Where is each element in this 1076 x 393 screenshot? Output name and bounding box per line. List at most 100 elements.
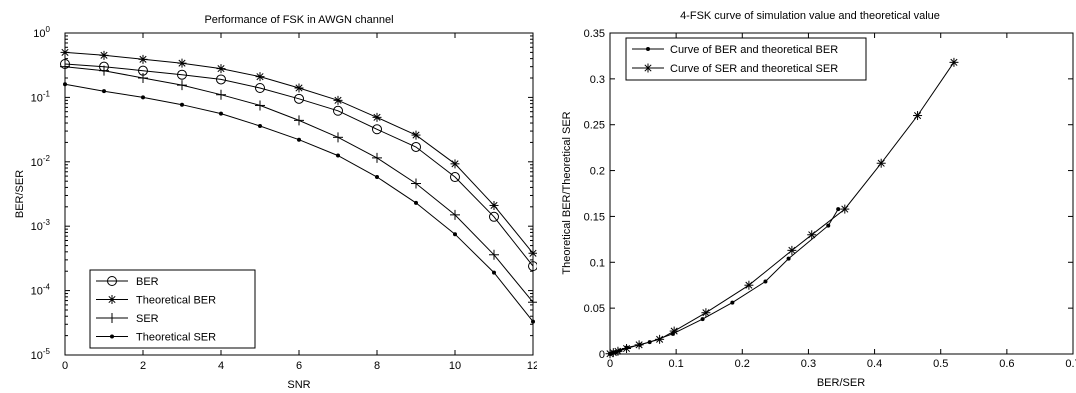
data-point xyxy=(913,111,923,121)
legend-box xyxy=(89,269,256,349)
data-point xyxy=(141,95,145,100)
data-point xyxy=(219,111,223,116)
left-chart-title: Performance of FSK in AWGN channel xyxy=(204,14,393,26)
data-point xyxy=(528,297,538,308)
x-tick-label: 0.7 xyxy=(1065,358,1076,370)
left-series-group xyxy=(60,47,538,324)
series-ber xyxy=(60,59,538,272)
data-point xyxy=(294,115,304,126)
legend-label: SER xyxy=(136,313,159,325)
y-tick-label: 0.05 xyxy=(584,303,605,315)
left-chart: Performance of FSK in AWGN channel 0 2 4 6 8… xyxy=(14,14,539,391)
data-point xyxy=(655,334,665,344)
x-tick-label: 0.6 xyxy=(999,358,1014,370)
right-plot-area xyxy=(609,32,1074,355)
right-x-axis: 0 0.1 0.2 0.3 0.4 0.5 0.6 0.7 xyxy=(607,33,1076,370)
legend-entry: BER xyxy=(96,276,159,288)
data-point xyxy=(634,340,644,350)
data-point xyxy=(60,61,70,72)
y-tick-label: 10-5 xyxy=(31,347,51,362)
data-point xyxy=(255,100,265,111)
data-point xyxy=(744,280,754,290)
legend-entry: Curve of BER and theoretical BER xyxy=(632,44,838,56)
data-point xyxy=(489,249,499,260)
right-chart-title: 4-FSK curve of simulation value and theo… xyxy=(680,10,940,22)
right-x-axis-label: BER/SER xyxy=(817,377,865,388)
right-chart-panel: 4-FSK curve of simulation value and theo… xyxy=(539,0,1076,389)
y-tick-label: 0.2 xyxy=(590,166,605,178)
right-series-group xyxy=(605,57,959,359)
y-tick-label: 0.1 xyxy=(590,257,605,269)
left-legend: BER Theoretical BER SER Theoretical SER xyxy=(89,269,256,349)
legend-label: Theoretical SER xyxy=(136,332,216,344)
data-point xyxy=(807,230,817,240)
legend-marker xyxy=(107,276,117,286)
left-y-axis: 100 10-1 10-2 10-3 10-4 10-5 xyxy=(31,25,533,362)
data-point xyxy=(177,80,187,91)
data-point xyxy=(492,270,496,275)
right-chart: 4-FSK curve of simulation value and theo… xyxy=(561,10,1076,389)
legend-label: Curve of BER and theoretical BER xyxy=(670,44,838,56)
y-tick-label: 10-2 xyxy=(31,154,51,169)
data-point xyxy=(294,93,304,104)
x-tick-label: 0.2 xyxy=(735,358,750,370)
data-point xyxy=(177,69,187,80)
right-legend: Curve of BER and theoretical BER Curve of… xyxy=(625,37,867,81)
data-point xyxy=(489,211,499,222)
data-point xyxy=(333,95,343,105)
data-point xyxy=(294,83,304,93)
y-tick-label: 10-1 xyxy=(31,89,51,104)
data-point xyxy=(336,153,340,158)
legend-entry: SER xyxy=(96,313,159,325)
data-point xyxy=(372,112,382,122)
data-point xyxy=(177,58,187,68)
legend-marker xyxy=(643,63,653,73)
data-point xyxy=(255,72,265,82)
right-y-axis-label: Theoretical BER/Theoretical SER xyxy=(561,111,573,274)
x-tick-label: 0 xyxy=(607,358,613,370)
x-tick-label: 0.5 xyxy=(933,358,948,370)
data-point xyxy=(528,248,538,258)
legend-marker xyxy=(646,47,650,51)
y-tick-label: 0.35 xyxy=(584,28,605,40)
series-ser xyxy=(60,61,538,308)
data-point xyxy=(216,64,226,74)
left-x-axis-label: SNR xyxy=(287,379,310,388)
data-point xyxy=(102,89,106,94)
data-point xyxy=(138,73,148,84)
legend-box xyxy=(625,37,867,81)
legend-entry: Curve of SER and theoretical SER xyxy=(632,63,838,75)
data-point xyxy=(411,178,421,189)
data-point xyxy=(669,326,679,336)
data-point xyxy=(450,209,460,220)
data-point xyxy=(258,123,262,128)
data-point xyxy=(333,105,343,116)
data-point xyxy=(531,319,535,324)
x-tick-label: 4 xyxy=(218,360,224,372)
x-tick-label: 8 xyxy=(374,360,380,372)
data-point xyxy=(99,50,109,60)
data-point xyxy=(763,279,768,284)
y-tick-label: 0.25 xyxy=(584,120,605,132)
y-tick-label: 10-4 xyxy=(31,283,51,298)
data-point xyxy=(411,130,421,140)
data-point xyxy=(701,308,711,318)
legend-label: Curve of SER and theoretical SER xyxy=(670,63,838,75)
y-tick-label: 0.3 xyxy=(590,74,605,86)
data-point xyxy=(622,343,632,353)
series-curve-of-ser-and-theoretical-ser xyxy=(605,57,959,359)
data-point xyxy=(414,200,418,205)
series-theoretical-ser xyxy=(63,82,535,324)
data-point xyxy=(453,232,457,237)
y-tick-label: 10-3 xyxy=(31,218,51,233)
data-point xyxy=(180,102,184,107)
legend-entry: Theoretical SER xyxy=(96,332,216,344)
data-point xyxy=(613,346,623,356)
data-point xyxy=(876,158,886,168)
data-point xyxy=(297,137,301,142)
x-tick-label: 0 xyxy=(62,360,68,372)
y-tick-label: 100 xyxy=(33,25,50,40)
x-tick-label: 2 xyxy=(140,360,146,372)
data-point xyxy=(216,74,226,85)
x-tick-label: 6 xyxy=(296,360,302,372)
